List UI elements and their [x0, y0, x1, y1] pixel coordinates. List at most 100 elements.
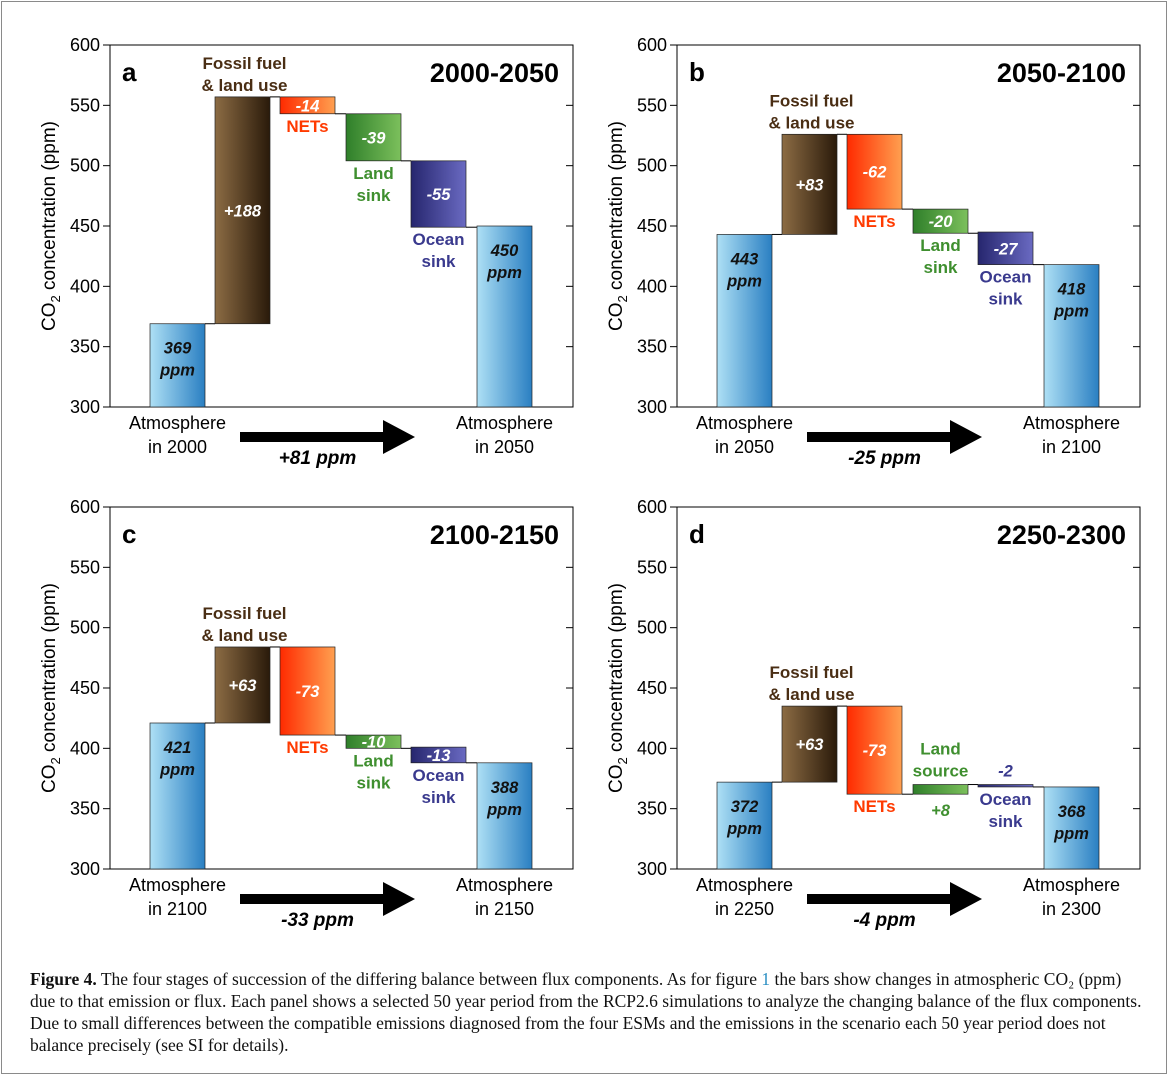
bar-fossil [214, 96, 271, 325]
y-tick-label: 450 [70, 678, 100, 698]
y-axis-title: CO2 concentration (ppm) [606, 121, 630, 331]
nets-label: NETs [286, 117, 328, 136]
arrow-shaft [807, 432, 952, 442]
y-tick-label: 600 [70, 497, 100, 517]
bar-ocean [410, 746, 467, 764]
bar-value-label: -10 [362, 734, 387, 752]
fossil-label-line-1: Fossil fuel [202, 54, 286, 73]
y-tick-label: 550 [637, 95, 667, 115]
bar-land [345, 113, 402, 162]
net-change-label: +81 ppm [279, 448, 357, 469]
bar-value-label-line-1: 369 [164, 340, 192, 358]
x-end-label-line-1: Atmosphere [456, 413, 553, 433]
y-tick-label: 400 [70, 276, 100, 296]
bar-value-label: +63 [229, 677, 257, 695]
bar-value-label-line-2: ppm [726, 820, 762, 838]
caption-label: Figure 4. [30, 969, 97, 989]
bar-atmosphere [476, 225, 533, 408]
y-tick-label: 600 [637, 35, 667, 55]
arrow-head [383, 882, 415, 916]
bar-value-label: -39 [362, 129, 387, 147]
land-source-label-line-2: source [913, 762, 969, 781]
bar-value-label-line-1: 372 [731, 798, 759, 816]
bar-value-label-line-2: ppm [159, 761, 195, 779]
fossil-label-line-2: & land use [202, 76, 288, 95]
x-end-label-line-2: in 2300 [1042, 899, 1101, 919]
bar-value-label: +63 [796, 736, 824, 754]
y-tick-label: 500 [637, 156, 667, 176]
y-tick-label: 300 [637, 397, 667, 417]
bar-value-label-line-1: 388 [491, 779, 519, 797]
panel-b: 300 350 400 450 500 550 600 CO2 concentration (… [606, 35, 1141, 469]
x-start-label-line-1: Atmosphere [129, 875, 226, 895]
y-tick-label: 350 [70, 799, 100, 819]
ocean-label-line-2: sink [988, 290, 1023, 309]
y-tick-label: 500 [70, 156, 100, 176]
bar-atmosphere [476, 762, 533, 870]
bar-value-label: +188 [224, 202, 262, 220]
arrow-shaft [807, 894, 952, 904]
land-label-line-2: sink [923, 258, 958, 277]
y-tick-label: 600 [70, 35, 100, 55]
bar-value-label: -55 [427, 186, 452, 204]
y-tick-label: 550 [70, 95, 100, 115]
x-start-label-line-1: Atmosphere [129, 413, 226, 433]
bar-value-label: +8 [931, 802, 951, 820]
fossil-label-line-2: & land use [202, 626, 288, 645]
bar-value-label: -2 [998, 763, 1013, 781]
arrow-head [383, 420, 415, 454]
bar-fossil [214, 646, 271, 724]
period-title: 2050-2100 [997, 58, 1126, 88]
figure-4-chart: 300 350 400 450 500 550 600 CO2 concentration (… [39, 35, 1141, 931]
ocean-label-line-2: sink [988, 812, 1023, 831]
land-label-line-1: Land [353, 751, 394, 770]
x-start-label-line-2: in 2050 [715, 437, 774, 457]
x-end-label-line-1: Atmosphere [456, 875, 553, 895]
x-end-label-line-2: in 2050 [475, 437, 534, 457]
ocean-label-line-1: Ocean [413, 230, 465, 249]
y-tick-label: 350 [70, 337, 100, 357]
panel-letter: b [689, 57, 705, 87]
bar-value-label-line-1: 450 [490, 242, 519, 260]
bar-fossil [781, 705, 838, 783]
ocean-label-line-1: Ocean [980, 790, 1032, 809]
ocean-label-line-2: sink [421, 252, 456, 271]
bar-value-label: -20 [929, 213, 954, 231]
panel-letter: a [122, 57, 137, 87]
bar-value-label: -14 [296, 97, 320, 115]
bar-value-label-line-2: ppm [159, 362, 195, 380]
x-start-label-line-2: in 2250 [715, 899, 774, 919]
x-start-label-line-2: in 2100 [148, 899, 207, 919]
panel-letter: c [122, 519, 136, 549]
nets-label: NETs [853, 212, 895, 231]
panel-letter: d [689, 519, 705, 549]
bar-fossil [781, 133, 838, 235]
y-axis-title: CO2 concentration (ppm) [606, 583, 630, 793]
y-tick-label: 350 [637, 799, 667, 819]
land-label-line-2: sink [356, 186, 391, 205]
net-change-label: -33 ppm [281, 910, 354, 931]
bar-atmosphere [149, 722, 206, 870]
land-label-line-1: Land [353, 164, 394, 183]
bar-nets [279, 646, 336, 736]
x-end-label-line-2: in 2150 [475, 899, 534, 919]
y-tick-label: 300 [637, 859, 667, 879]
bar-land [345, 734, 402, 749]
x-start-label-line-2: in 2000 [148, 437, 207, 457]
nets-label: NETs [853, 797, 895, 816]
fossil-label-line-2: & land use [769, 685, 855, 704]
panel-c: 300 350 400 450 500 550 600 CO2 concentration (… [39, 497, 574, 931]
net-change-label: -25 ppm [848, 448, 921, 469]
bar-value-label: -13 [427, 747, 451, 765]
y-tick-label: 450 [637, 678, 667, 698]
bar-value-label-line-1: 421 [163, 739, 192, 757]
bar-value-label-line-2: ppm [486, 264, 522, 282]
y-tick-label: 300 [70, 859, 100, 879]
caption-figure-ref-link[interactable]: 1 [761, 969, 771, 989]
bar-atmosphere [1043, 264, 1100, 408]
y-axis-title: CO2 concentration (ppm) [39, 121, 63, 331]
ocean-label-line-2: sink [421, 788, 456, 807]
bar-value-label: -27 [994, 240, 1019, 258]
y-tick-label: 500 [637, 618, 667, 638]
